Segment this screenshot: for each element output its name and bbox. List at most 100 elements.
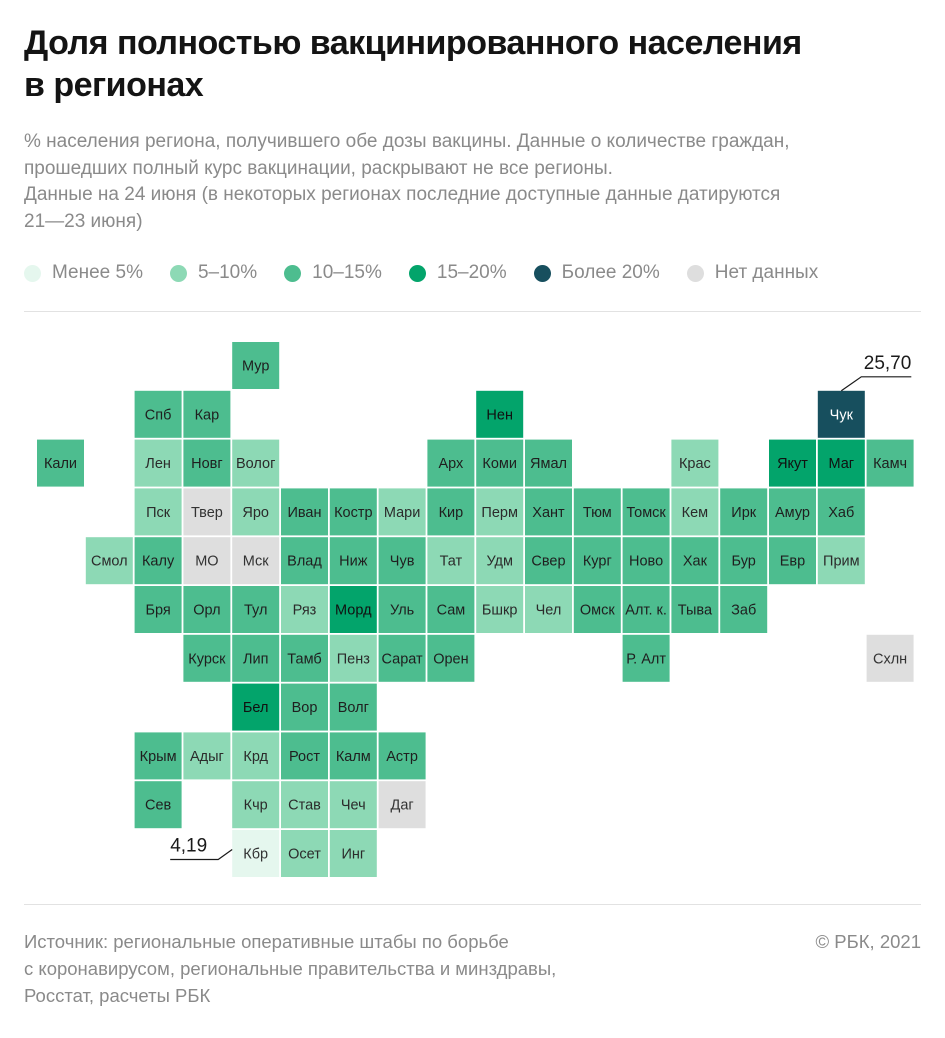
region-tile-fill xyxy=(671,488,719,536)
region-tile-label: Бря xyxy=(145,603,170,619)
region-tile-label: Кбр xyxy=(243,847,268,863)
region-tile-fill xyxy=(378,586,426,633)
region-tile-fill xyxy=(329,683,377,731)
region-tile: Морд xyxy=(329,586,377,633)
region-tile-fill xyxy=(85,537,133,585)
region-tile-fill xyxy=(281,634,328,682)
region-tile: Тыва xyxy=(671,586,719,633)
region-tile-label: Осет xyxy=(288,847,321,863)
region-tile: Тат xyxy=(427,537,475,585)
region-tile-label: МО xyxy=(195,554,218,570)
region-tile: Пск xyxy=(134,488,182,536)
region-tile: Мур xyxy=(232,342,280,389)
region-tile-label: Арх xyxy=(438,456,464,472)
region-tile-label: Тат xyxy=(440,554,463,570)
region-tile-fill xyxy=(232,634,280,682)
region-tile-label: Алт. к. xyxy=(625,603,667,619)
region-tile-label: Калу xyxy=(142,554,175,570)
region-tile: Лип xyxy=(232,634,280,682)
region-tile: Чел xyxy=(525,586,572,633)
region-tile-fill xyxy=(525,537,572,585)
legend-item-no-data: Нет данных xyxy=(686,262,818,284)
region-tile-fill xyxy=(525,586,572,633)
region-tile: Кбр xyxy=(232,830,280,877)
region-tile-fill xyxy=(281,488,328,536)
region-tile: Крд xyxy=(232,732,280,780)
region-tile-label: Бел xyxy=(243,700,269,716)
region-tile-label: Томск xyxy=(626,505,666,521)
region-tile-fill xyxy=(769,488,816,536)
region-tile: Рост xyxy=(281,732,328,780)
region-tile: Хант xyxy=(525,488,572,536)
region-tile: Алт. к. xyxy=(622,586,670,633)
source-line: с коронавирусом, региональные правительс… xyxy=(24,958,557,979)
region-tile: МО xyxy=(183,537,231,585)
source-line: Росстат, расчеты РБК xyxy=(24,985,211,1006)
region-tile: Сарат xyxy=(378,634,426,682)
region-tile-fill xyxy=(281,830,328,877)
region-tile-label: Кар xyxy=(195,407,220,423)
region-tile-label: Пенз xyxy=(337,651,370,667)
region-tile-label: Даг xyxy=(391,798,414,814)
region-tile-label: Евр xyxy=(780,554,805,570)
region-tile-fill xyxy=(183,390,231,438)
region-tile: Маг xyxy=(817,439,865,487)
region-tile: Иван xyxy=(281,488,328,536)
region-tile-label: Влад xyxy=(287,554,322,570)
subtitle-line: прошедших полный курс вакцинации, раскры… xyxy=(24,157,613,179)
region-tile: Бур xyxy=(720,537,768,585)
copyright: © РБК, 2021 xyxy=(815,931,921,952)
region-tile: Заб xyxy=(720,586,768,633)
region-tile: Крым xyxy=(134,732,182,780)
region-tile-label: Крас xyxy=(679,456,711,472)
region-tile-label: Сев xyxy=(145,798,172,814)
region-tile-fill xyxy=(622,488,670,536)
chart-title-line: Доля полностью вакцинированного населени… xyxy=(24,24,802,62)
region-tile-label: Лип xyxy=(243,651,268,667)
region-tile-fill xyxy=(183,439,231,487)
region-tile: Якут xyxy=(769,439,816,487)
region-tile: Амур xyxy=(769,488,816,536)
region-tile-label: Морд xyxy=(335,603,372,619)
region-tile: Арх xyxy=(427,439,475,487)
region-tile: Орл xyxy=(183,586,231,633)
region-tile-label: Мур xyxy=(242,359,269,375)
region-tile-fill xyxy=(671,586,719,633)
region-tile: Свер xyxy=(525,537,572,585)
region-tile-fill xyxy=(232,488,280,536)
region-tile: Вор xyxy=(281,683,328,731)
region-tile-fill xyxy=(281,586,328,633)
region-tile-fill xyxy=(378,488,426,536)
region-tile-label: Костр xyxy=(334,505,372,521)
region-tile-label: Хант xyxy=(532,505,565,521)
region-tile-label: Схлн xyxy=(873,651,907,667)
region-tile-fill xyxy=(134,537,182,585)
region-tile-fill xyxy=(671,439,719,487)
region-tile-label: Смол xyxy=(91,554,128,570)
region-tile: Камч xyxy=(866,439,914,487)
region-tile: Сам xyxy=(427,586,475,633)
region-tile-fill xyxy=(476,488,524,536)
region-tile-fill xyxy=(329,732,377,780)
region-tile-label: Тул xyxy=(244,603,267,619)
region-tile-fill xyxy=(183,732,231,780)
region-tile-label: Перм xyxy=(481,505,518,521)
region-tile-fill xyxy=(476,537,524,585)
region-tile: Бел xyxy=(232,683,280,731)
region-tile-label: Крым xyxy=(140,749,177,765)
region-tile: Яро xyxy=(232,488,280,536)
region-tile-label: Ирк xyxy=(731,505,756,521)
region-tile: Калу xyxy=(134,537,182,585)
region-tile-label: Волог xyxy=(236,456,275,472)
region-tile-fill xyxy=(134,732,182,780)
region-tile-label: Ново xyxy=(629,554,663,570)
region-tile: Сев xyxy=(134,781,182,829)
region-tile: Хак xyxy=(671,537,719,585)
region-tile: Став xyxy=(281,781,328,829)
region-tile: Кем xyxy=(671,488,719,536)
region-tile-label: Сарат xyxy=(382,651,424,667)
legend-dot-over-20 xyxy=(533,264,551,282)
region-tile-fill xyxy=(378,732,426,780)
region-tile-fill xyxy=(866,634,914,682)
region-tile-label: Тыва xyxy=(678,603,713,619)
